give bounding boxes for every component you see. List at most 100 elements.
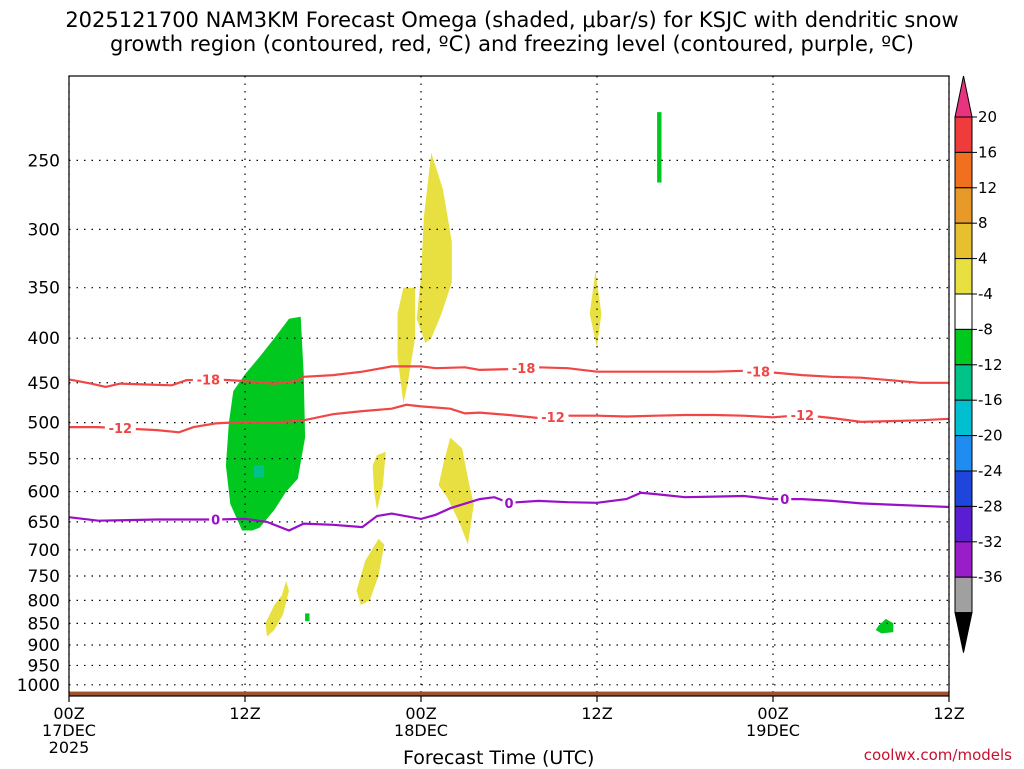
y-tick-450: 450 (28, 374, 60, 394)
colorbar-swatch (954, 293, 973, 330)
x-tick-label: 18DEC (394, 721, 448, 740)
colorbar-label: -36 (978, 568, 1003, 586)
colorbar-label: -16 (978, 391, 1003, 409)
shade-yellow-7 (265, 581, 289, 637)
terrain-ground (69, 691, 949, 696)
y-tick-900: 900 (28, 636, 60, 656)
y-tick-350: 350 (28, 279, 60, 299)
colorbar-label: 20 (978, 108, 997, 126)
contour-label--18: -18 (747, 366, 771, 381)
contour-label-bg (209, 511, 223, 527)
x-tick-label: 19DEC (746, 721, 800, 740)
shade-cyan-1 (253, 465, 265, 478)
contour-label-0: 0 (211, 514, 220, 529)
x-tick-label: 12Z (229, 704, 260, 723)
x-tick-label: 12Z (933, 704, 964, 723)
colorbar-label: 4 (978, 250, 988, 268)
contour-label--12: -12 (791, 409, 815, 424)
contour-label-bg (192, 371, 224, 387)
colorbar-label: -12 (978, 356, 1003, 374)
contour-lines: -18 -18 -18 -12 -12 -12 0 0 0 (68, 360, 950, 532)
colorbar-swatch (954, 541, 973, 578)
y-tick-400: 400 (28, 329, 60, 349)
y-tick-250: 250 (28, 151, 60, 171)
y-tick-500: 500 (28, 414, 60, 434)
y-tick-950: 950 (28, 656, 60, 676)
colorbar-swatch (954, 328, 973, 366)
colorbar-swatch (954, 364, 973, 401)
shade-green-2 (657, 112, 662, 183)
colorbar-swatch (954, 470, 973, 507)
shade-yellow-3 (589, 271, 602, 348)
x-tick-label: 12Z (581, 704, 612, 723)
colorbar-swatch (954, 187, 973, 224)
shade-yellow-1 (416, 152, 452, 343)
y-tick-850: 850 (28, 614, 60, 634)
chart-title-line2: growth region (contoured, red, ºC) and f… (110, 32, 914, 56)
x-tick-label: 17DEC (42, 721, 96, 740)
x-tick-label: 00Z (757, 704, 788, 723)
colorbar: 20 16 12 8 4 -4 -8 -12 -16 -20 -24 -28 -32 -36 (954, 75, 1003, 653)
colorbar-bottom-arrow (954, 612, 973, 653)
shade-green-3 (875, 618, 894, 634)
x-axis-title: Forecast Time (UTC) (403, 747, 595, 769)
colorbar-swatch (954, 576, 973, 614)
colorbar-swatch (954, 435, 973, 472)
y-axis-labels: 2503003504004505005506006507007508008509… (17, 151, 60, 695)
contour-label--12: -12 (541, 411, 565, 426)
contour-label-bg (508, 360, 540, 376)
contour-label-bg (104, 420, 136, 436)
contour-0 (68, 491, 950, 532)
colorbar-swatch (954, 116, 973, 153)
contour-label-0: 0 (504, 497, 513, 512)
omega-shaded-regions (225, 112, 894, 637)
contour-label--18: -18 (197, 374, 221, 389)
credit-text: coolwx.com/models (863, 746, 1012, 764)
colorbar-swatch (954, 258, 973, 295)
plot-frame (68, 75, 950, 697)
contour-label-bg (786, 406, 818, 422)
terrain-layer (69, 691, 949, 696)
colorbar-label: 16 (978, 143, 997, 161)
shade-yellow-5 (438, 437, 474, 545)
y-tick-300: 300 (28, 220, 60, 240)
shade-yellow-2 (397, 287, 416, 404)
colorbar-label: -24 (978, 462, 1003, 480)
y-tick-650: 650 (28, 513, 60, 533)
y-tick-600: 600 (28, 483, 60, 503)
x-tick-label: 00Z (53, 704, 84, 723)
colorbar-label: -20 (978, 427, 1003, 445)
colorbar-label: -4 (978, 285, 993, 303)
contour-label-bg (742, 363, 774, 379)
contour-label-0: 0 (780, 493, 789, 508)
x-tick-label: 00Z (405, 704, 436, 723)
contour-label--12: -12 (109, 422, 133, 437)
chart-title-line1: 2025121700 NAM3KM Forecast Omega (shaded… (65, 8, 959, 32)
contour-label-bg (502, 494, 516, 510)
colorbar-swatch (954, 505, 973, 543)
colorbar-label: -28 (978, 497, 1003, 515)
y-tick-1000: 1000 (17, 676, 60, 696)
x-tick-label: 2025 (49, 738, 90, 757)
colorbar-label: -8 (978, 320, 993, 338)
shade-yellow-6 (356, 538, 385, 606)
shade-green-4 (305, 613, 310, 622)
shade-yellow-4 (372, 451, 386, 510)
contour-label-bg (778, 491, 792, 507)
colorbar-swatch (954, 151, 973, 189)
colorbar-label: -32 (978, 533, 1003, 551)
contour-label--18: -18 (512, 362, 536, 377)
colorbar-swatch (954, 399, 973, 437)
contour-label-bg (537, 408, 569, 424)
colorbar-label: 8 (978, 214, 988, 232)
contour--18 (68, 365, 949, 389)
colorbar-top-arrow (954, 75, 973, 118)
colorbar-swatch (954, 222, 973, 260)
colorbar-label: 12 (978, 179, 997, 197)
y-tick-800: 800 (28, 591, 60, 611)
y-tick-550: 550 (28, 450, 60, 470)
shade-green-1 (225, 316, 306, 531)
y-tick-750: 750 (28, 567, 60, 587)
